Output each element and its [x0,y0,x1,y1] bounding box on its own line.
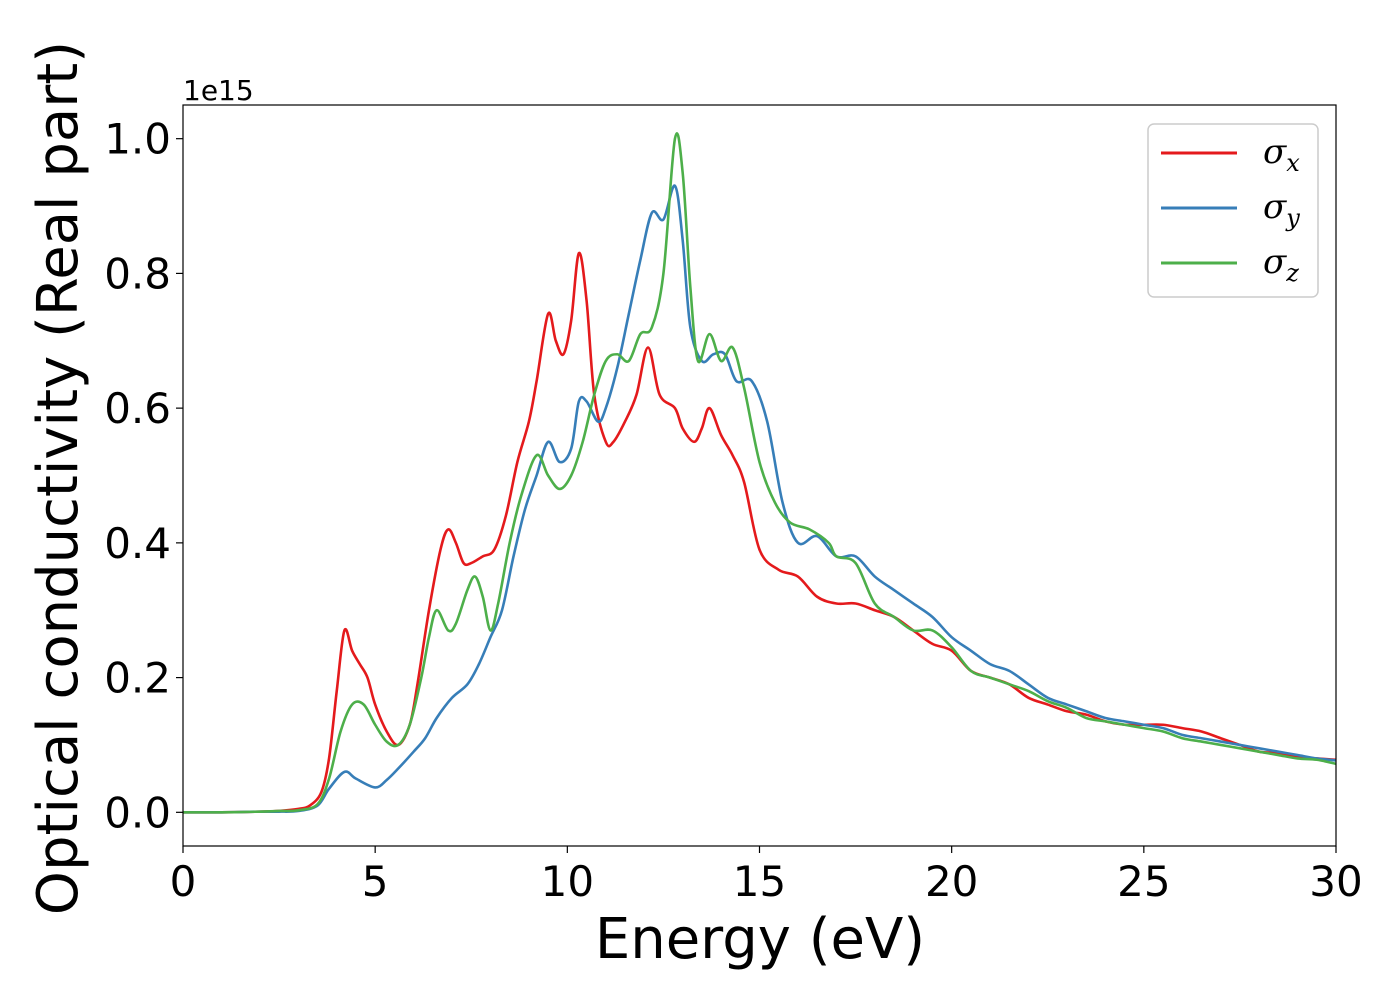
x-tick-label: 20 [925,857,978,906]
y-tick-label: 0.8 [104,249,171,298]
y-axis-ticks: 0.0 0.2 0.4 0.6 0.8 1.0 [104,115,183,837]
y-tick-label: 1.0 [104,115,171,164]
x-tick-label: 25 [1117,857,1170,906]
y-tick-label: 0.0 [104,788,171,837]
x-axis-title: Energy (eV) [595,907,925,972]
y-tick-label: 0.6 [104,384,171,433]
y-axis-title: Optical conductivity (Real part) [26,41,91,915]
x-axis-ticks: 0 5 10 15 20 25 30 [170,846,1363,906]
x-tick-label: 0 [170,857,197,906]
legend: σx σy σz [1147,123,1319,298]
legend-box [1147,123,1319,298]
x-tick-label: 10 [541,857,594,906]
x-tick-label: 30 [1309,857,1362,906]
legend-label-x-subscript: x [1286,149,1300,177]
legend-label-z: σz [1263,242,1299,287]
legend-label-y: σy [1263,187,1300,232]
series-lines [183,131,1336,814]
legend-label-x-symbol: σ [1263,132,1287,172]
series-line-y [183,184,1336,814]
series-line-z [183,131,1336,814]
x-tick-label: 15 [733,857,786,906]
legend-label-y-subscript: y [1285,204,1300,232]
legend-label-z-symbol: σ [1263,242,1287,282]
legend-label-y-symbol: σ [1263,187,1287,227]
x-tick-label: 5 [362,857,389,906]
y-axis-offset-label: 1e15 [183,74,254,107]
y-tick-label: 0.2 [104,654,171,703]
y-tick-label: 0.4 [104,519,171,568]
legend-label-z-subscript: z [1285,259,1299,287]
legend-label-x: σx [1263,132,1300,177]
